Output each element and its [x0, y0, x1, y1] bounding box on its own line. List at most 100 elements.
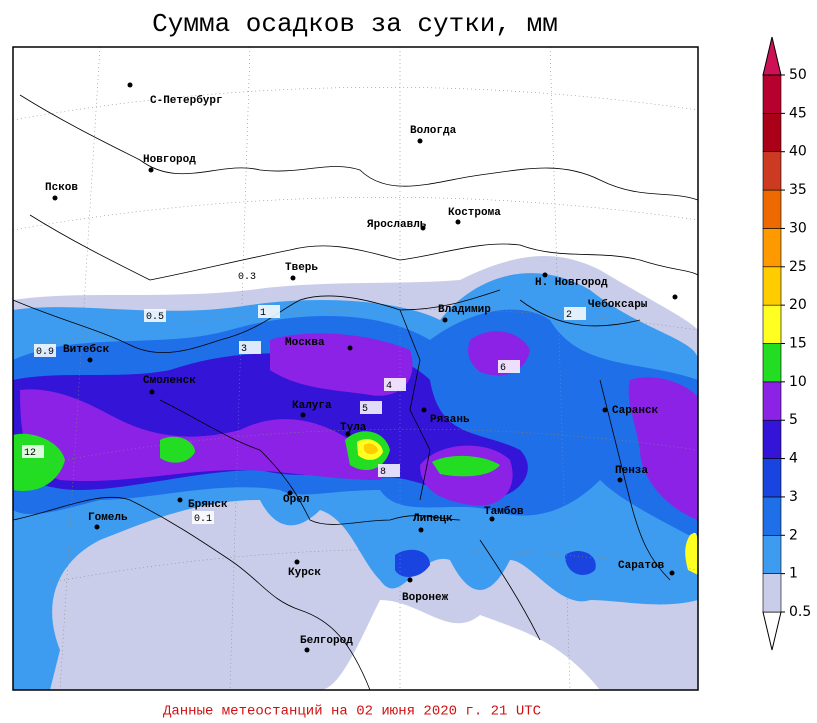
contour-label-box	[34, 344, 56, 357]
city-label: Липецк	[413, 513, 453, 525]
legend-label: 25	[789, 259, 807, 275]
contour-label: 0.5	[146, 312, 164, 323]
contour-label-box	[144, 309, 166, 322]
city-label: Белгород	[300, 635, 353, 647]
city-label: Тверь	[285, 262, 318, 274]
legend-band	[762, 343, 782, 383]
legend-band	[762, 573, 782, 613]
legend-band	[762, 419, 782, 459]
city-dot	[347, 345, 353, 351]
city-dot	[420, 225, 426, 231]
legend-band	[762, 228, 782, 268]
legend-band	[762, 304, 782, 344]
city-label: Чебоксары	[588, 298, 648, 311]
legend-band	[762, 458, 782, 498]
city-dot	[418, 527, 424, 533]
city-dot	[617, 477, 623, 483]
city-label: Курск	[288, 567, 321, 579]
legend-label: 20	[789, 297, 807, 313]
contour-label: 0.9	[36, 347, 54, 358]
contour-label-box	[378, 464, 400, 477]
city-label: Вологда	[410, 125, 457, 137]
legend-band	[762, 534, 782, 574]
city-label: Москва	[285, 337, 325, 349]
city-dot	[177, 497, 183, 503]
city-label: Пенза	[615, 465, 648, 477]
city-label: Витебск	[63, 343, 110, 356]
city-dot	[94, 524, 100, 530]
city-dot	[672, 294, 678, 300]
city-dot	[669, 570, 675, 576]
city-label: Кострома	[448, 207, 501, 219]
city-dot	[294, 559, 300, 565]
contour-label: 6	[500, 363, 506, 374]
city-dot	[542, 272, 548, 278]
contour-label-box	[22, 445, 44, 458]
map-title: Сумма осадков за сутки, мм	[152, 9, 558, 39]
city-label: Псков	[45, 182, 78, 194]
legend-label: 15	[789, 336, 807, 352]
contour-label-box	[384, 378, 406, 391]
city-label: Новгород	[143, 154, 196, 166]
city-dot	[421, 407, 427, 413]
city-label: Воронеж	[402, 592, 449, 604]
city-dot	[148, 167, 154, 173]
legend-band	[762, 189, 782, 229]
city-label: Рязань	[430, 414, 470, 426]
precip-area	[395, 549, 430, 577]
legend-band	[762, 266, 782, 306]
city-dot	[304, 647, 310, 653]
city-dot	[287, 490, 293, 496]
legend-label: 3	[789, 489, 798, 505]
legend-label: 10	[789, 374, 807, 390]
contour-label-box	[258, 305, 280, 318]
contour-label: 4	[386, 381, 392, 392]
precip-area	[20, 389, 383, 482]
city-dot	[52, 195, 58, 201]
contour-label: 0.3	[238, 272, 256, 283]
legend-band	[762, 381, 782, 421]
city-dot	[290, 275, 296, 281]
city-dot	[455, 219, 461, 225]
precip-area	[270, 333, 413, 396]
legend-label: 2	[789, 527, 798, 543]
contour-label: 8	[380, 467, 386, 478]
legend-label: 5	[789, 412, 798, 428]
city-label: Смоленск	[143, 375, 196, 387]
legend-label: 50	[789, 67, 807, 83]
legend-label: 35	[789, 182, 807, 198]
city-label: Тула	[340, 422, 367, 434]
city-dot	[407, 577, 413, 583]
city-label: Калуга	[292, 400, 332, 412]
legend-band	[762, 151, 782, 191]
contour-label-box	[192, 511, 214, 524]
contour-label: 0.1	[194, 514, 212, 525]
precip-area	[432, 455, 500, 477]
city-dot	[489, 516, 495, 522]
contour-label: 5	[362, 404, 368, 415]
city-label: Орел	[283, 494, 309, 506]
legend-band	[762, 74, 782, 114]
city-dot	[345, 431, 351, 437]
city-label: С-Петербург	[150, 94, 223, 107]
contour-label-box	[498, 360, 520, 373]
city-label: Брянск	[188, 499, 228, 511]
city-label: Ярославль	[367, 219, 427, 231]
legend-band	[762, 496, 782, 536]
city-label: Гомель	[88, 512, 128, 524]
contour-label-box	[360, 401, 382, 414]
city-dot	[300, 412, 306, 418]
legend-label: 4	[789, 451, 798, 467]
precip-area	[565, 550, 596, 575]
legend-label: 1	[789, 566, 798, 582]
legend-label: 40	[789, 144, 807, 160]
map-frame	[12, 46, 699, 691]
precip-area	[628, 377, 698, 520]
precip-area	[160, 436, 195, 463]
contour-label: 12	[24, 448, 36, 459]
city-dot	[149, 389, 155, 395]
city-label: Саратов	[618, 560, 665, 572]
contour-label: 1	[260, 308, 266, 319]
